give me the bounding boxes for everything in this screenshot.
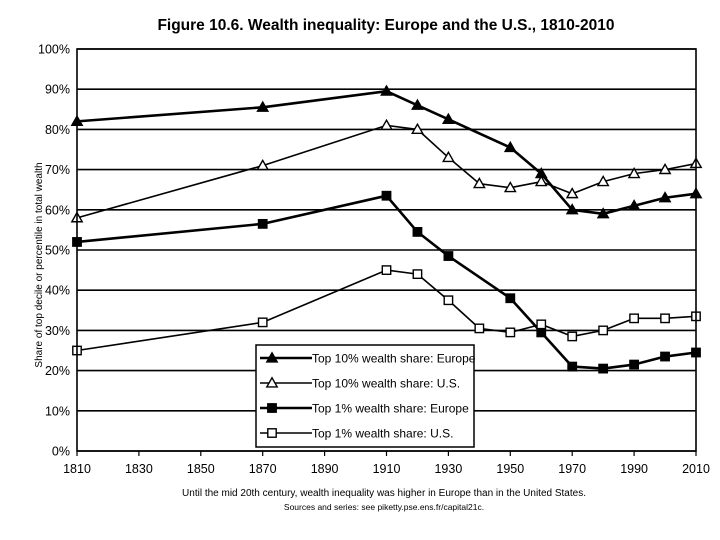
series-2 (70, 118, 703, 223)
legend-marker (267, 403, 277, 413)
data-point (256, 158, 270, 171)
data-point (257, 317, 268, 328)
series-group (70, 84, 703, 374)
y-tick-label: 40% (45, 284, 70, 298)
data-point (629, 313, 640, 324)
legend-label: Top 10% wealth share: Europe (312, 352, 476, 366)
y-tick-label: 50% (45, 244, 70, 258)
legend-marker (265, 376, 279, 388)
data-point (658, 162, 672, 175)
y-tick-label: 70% (45, 163, 70, 177)
data-point (503, 181, 517, 193)
x-axis-ticks: 1810 1830 1850 1870 1890 1910 1930 1950 1970 1990… (63, 451, 710, 476)
data-point (505, 327, 516, 338)
data-point (660, 313, 670, 324)
x-tick-label: 1990 (620, 462, 648, 476)
data-point (443, 295, 454, 306)
data-point (411, 122, 424, 135)
y-tick-label: 30% (45, 324, 70, 338)
data-point (380, 84, 393, 96)
data-point (660, 351, 670, 362)
data-point (565, 203, 579, 215)
data-point (565, 187, 579, 199)
data-point (567, 331, 578, 342)
data-point (472, 177, 486, 189)
x-tick-label: 1850 (187, 462, 215, 476)
y-tick-label: 10% (45, 404, 70, 418)
data-point (627, 199, 641, 211)
x-tick-label: 2010 (682, 462, 710, 476)
data-point (412, 227, 423, 237)
legend: Top 10% wealth share: Europe Top 10% weal… (255, 344, 476, 448)
data-point (598, 325, 609, 336)
data-point (412, 269, 423, 280)
y-axis-ticks: 0% 10% 20% 30% 40% 50% 60% 70% 80% 90% 100% (38, 43, 70, 459)
data-point (381, 190, 392, 201)
legend-box (255, 344, 475, 448)
y-tick-label: 90% (45, 83, 70, 97)
data-point (443, 251, 454, 261)
data-point (256, 100, 270, 112)
series-4 (72, 265, 701, 356)
data-point (441, 112, 455, 124)
y-tick-label: 0% (52, 445, 70, 459)
data-point (536, 319, 547, 330)
data-point (596, 207, 610, 219)
x-tick-label: 1950 (496, 462, 524, 476)
y-tick-label: 100% (38, 43, 70, 57)
data-point (534, 175, 548, 187)
legend-marker (267, 428, 277, 438)
y-tick-label: 20% (45, 364, 70, 378)
series-line (76, 194, 697, 370)
plot-frame (76, 48, 697, 452)
series-line (76, 124, 697, 219)
legend-label: Top 10% wealth share: U.S. (312, 377, 460, 391)
y-tick-label: 80% (45, 123, 70, 137)
data-point (474, 323, 485, 334)
data-point (629, 359, 640, 370)
data-point (536, 327, 547, 338)
x-tick-label: 1870 (249, 462, 277, 476)
series-line (76, 89, 697, 216)
data-point (598, 363, 609, 374)
data-point (627, 167, 641, 179)
chart-footnote: Until the mid 20th century, wealth inequ… (182, 488, 586, 499)
data-point (658, 191, 672, 203)
x-tick-label: 1830 (125, 462, 153, 476)
x-tick-label: 1890 (311, 462, 339, 476)
x-tick-label: 1970 (558, 462, 586, 476)
legend-label: Top 1% wealth share: Europe (312, 402, 469, 416)
series-line (76, 269, 697, 352)
data-point (411, 98, 424, 110)
series-1 (70, 84, 703, 219)
data-point (503, 140, 517, 153)
data-point (596, 175, 610, 187)
data-point (505, 293, 516, 304)
legend-marker (265, 351, 279, 363)
legend-label: Top 1% wealth share: U.S. (312, 427, 453, 441)
data-point (380, 118, 393, 130)
data-point (257, 218, 268, 229)
x-tick-label: 1910 (373, 462, 401, 476)
chart-source: Sources and series: see piketty.pse.ens.… (284, 502, 484, 512)
y-tick-label: 60% (45, 203, 70, 217)
x-tick-label: 1930 (434, 462, 462, 476)
data-point (567, 361, 578, 372)
x-tick-label: 1810 (63, 462, 91, 476)
chart-title: Figure 10.6. Wealth inequality: Europe a… (157, 17, 614, 34)
data-point (441, 150, 455, 163)
y-axis-label: Share of top decile or percentile in tot… (34, 162, 45, 367)
data-point (381, 265, 392, 275)
